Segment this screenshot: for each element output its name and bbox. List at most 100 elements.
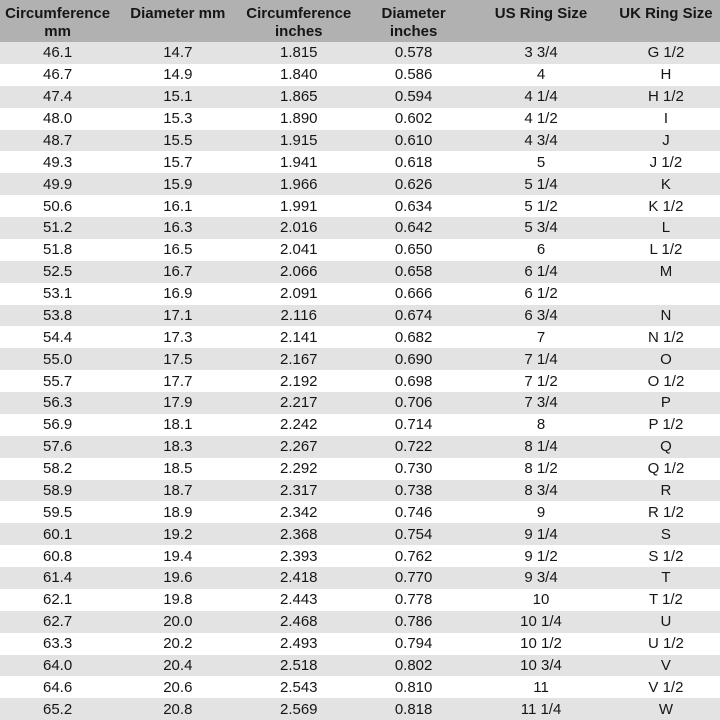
cell-us-ring-size: 3 3/4: [524, 44, 558, 62]
table-row: 58.2 18.5 2.292 0.730 8 1/2 Q 1/2: [0, 457, 720, 480]
cell-uk-ring-size: L: [661, 219, 671, 237]
table-row: 57.6 18.3 2.267 0.722 8 1/4 Q: [0, 435, 720, 458]
table-row: 51.8 16.5 2.041 0.650 6 L 1/2: [0, 238, 720, 261]
cell-diameter-inches: 0.802: [394, 656, 433, 674]
cell-uk-ring-size: R: [660, 481, 672, 499]
cell-uk-ring-size: S: [660, 525, 671, 543]
cell-uk-ring-size: Q 1/2: [647, 460, 685, 478]
cell-circumference-mm: 55.0: [42, 350, 73, 368]
cell-circumference-inches: 2.543: [279, 678, 318, 696]
cell-circumference-inches: 1.865: [279, 88, 318, 106]
cell-circumference-inches: 2.292: [279, 460, 318, 478]
cell-uk-ring-size: V: [660, 656, 671, 674]
cell-circumference-mm: 53.1: [42, 285, 73, 303]
cell-uk-ring-size: J 1/2: [649, 153, 683, 171]
cell-circumference-inches: 2.217: [279, 394, 318, 412]
cell-uk-ring-size: M: [659, 263, 673, 281]
table-row: 53.8 17.1 2.116 0.674 6 3/4 N: [0, 304, 720, 327]
table-header-row: Circumference mm Diameter mm Circumferen…: [0, 0, 720, 42]
cell-diameter-mm: 15.1: [163, 88, 193, 106]
cell-circumference-inches: 2.368: [279, 525, 318, 543]
cell-circumference-mm: 64.0: [42, 656, 73, 674]
cell-us-ring-size: 8 1/2: [524, 460, 558, 478]
cell-diameter-inches: 0.794: [394, 635, 433, 653]
cell-circumference-inches: 2.192: [279, 372, 318, 390]
cell-circumference-mm: 64.6: [42, 678, 73, 696]
cell-diameter-inches: 0.594: [394, 88, 433, 106]
cell-circumference-inches: 2.393: [279, 547, 318, 565]
cell-us-ring-size: 9 1/4: [524, 525, 558, 543]
cell-diameter-inches: 0.714: [394, 416, 433, 434]
cell-us-ring-size: 8 1/4: [524, 438, 558, 456]
table-row: 51.2 16.3 2.016 0.642 5 3/4 L: [0, 217, 720, 239]
header-circumference-inches: Circumference inches: [246, 5, 352, 40]
cell-diameter-inches: 0.722: [394, 438, 433, 456]
cell-uk-ring-size: I: [663, 110, 669, 128]
cell-circumference-inches: 2.091: [279, 285, 318, 303]
cell-circumference-inches: 2.493: [279, 635, 318, 653]
cell-uk-ring-size: S 1/2: [648, 547, 684, 565]
cell-uk-ring-size: T: [661, 569, 671, 587]
table-body: 46.1 14.7 1.815 0.578 3 3/4 G 1/2 46.7 14.9 1.84…: [0, 42, 720, 720]
cell-uk-ring-size: R 1/2: [648, 503, 684, 521]
cell-diameter-mm: 16.9: [163, 285, 193, 303]
cell-diameter-mm: 18.9: [163, 503, 193, 521]
cell-circumference-mm: 61.4: [42, 569, 73, 587]
cell-us-ring-size: 6: [536, 241, 546, 259]
cell-circumference-inches: 1.966: [279, 175, 318, 193]
header-diameter-inches: Diameter inches: [381, 5, 446, 40]
cell-us-ring-size: 9 1/2: [524, 547, 558, 565]
cell-us-ring-size: 9: [536, 503, 546, 521]
table-row: 54.4 17.3 2.141 0.682 7 N 1/2: [0, 326, 720, 349]
cell-diameter-mm: 20.0: [163, 613, 193, 631]
cell-diameter-mm: 18.7: [163, 481, 193, 499]
cell-diameter-mm: 16.7: [163, 263, 193, 281]
cell-uk-ring-size: J: [662, 131, 670, 149]
cell-circumference-inches: 2.443: [279, 591, 318, 609]
cell-diameter-inches: 0.762: [394, 547, 433, 565]
cell-diameter-inches: 0.818: [394, 700, 433, 718]
cell-diameter-mm: 19.4: [163, 547, 193, 565]
cell-diameter-mm: 18.3: [163, 438, 193, 456]
table-row: 46.1 14.7 1.815 0.578 3 3/4 G 1/2: [0, 42, 720, 64]
cell-circumference-mm: 51.2: [42, 219, 73, 237]
cell-circumference-inches: 1.915: [279, 131, 318, 149]
table-row: 60.8 19.4 2.393 0.762 9 1/2 S 1/2: [0, 545, 720, 567]
cell-diameter-mm: 20.8: [163, 700, 193, 718]
cell-circumference-inches: 2.569: [279, 700, 318, 718]
cell-circumference-mm: 56.9: [42, 416, 73, 434]
cell-us-ring-size: 10 1/4: [520, 613, 562, 631]
cell-us-ring-size: 10 3/4: [520, 656, 562, 674]
header-circumference-mm: Circumference mm: [5, 5, 111, 40]
cell-diameter-mm: 14.7: [163, 44, 193, 62]
cell-diameter-inches: 0.626: [394, 175, 433, 193]
cell-diameter-inches: 0.730: [394, 460, 433, 478]
header-us-ring-size: US Ring Size: [494, 5, 588, 22]
cell-circumference-mm: 51.8: [42, 241, 73, 259]
cell-us-ring-size: 8 3/4: [524, 481, 558, 499]
cell-circumference-mm: 49.3: [42, 153, 73, 171]
cell-circumference-inches: 2.041: [279, 241, 318, 259]
cell-circumference-mm: 56.3: [42, 394, 73, 412]
cell-diameter-mm: 16.5: [163, 241, 193, 259]
table-row: 59.5 18.9 2.342 0.746 9 R 1/2: [0, 501, 720, 524]
cell-circumference-mm: 49.9: [42, 175, 73, 193]
cell-circumference-inches: 2.342: [279, 503, 318, 521]
cell-uk-ring-size: V 1/2: [648, 678, 684, 696]
cell-circumference-inches: 2.141: [279, 328, 318, 346]
cell-circumference-mm: 58.2: [42, 460, 73, 478]
cell-uk-ring-size: U 1/2: [648, 635, 684, 653]
cell-diameter-inches: 0.586: [394, 66, 433, 84]
cell-us-ring-size: 4 1/2: [524, 110, 558, 128]
table-row: 55.0 17.5 2.167 0.690 7 1/4 O: [0, 348, 720, 371]
cell-us-ring-size: 6 1/2: [524, 285, 558, 303]
cell-diameter-mm: 15.3: [163, 110, 193, 128]
cell-circumference-mm: 62.7: [42, 613, 73, 631]
cell-diameter-mm: 18.1: [163, 416, 193, 434]
cell-uk-ring-size: P 1/2: [648, 416, 684, 434]
cell-circumference-inches: 2.167: [279, 350, 318, 368]
cell-circumference-inches: 2.116: [280, 306, 317, 324]
cell-uk-ring-size: W: [658, 700, 674, 718]
cell-diameter-inches: 0.674: [394, 306, 433, 324]
cell-uk-ring-size: K 1/2: [648, 197, 684, 215]
